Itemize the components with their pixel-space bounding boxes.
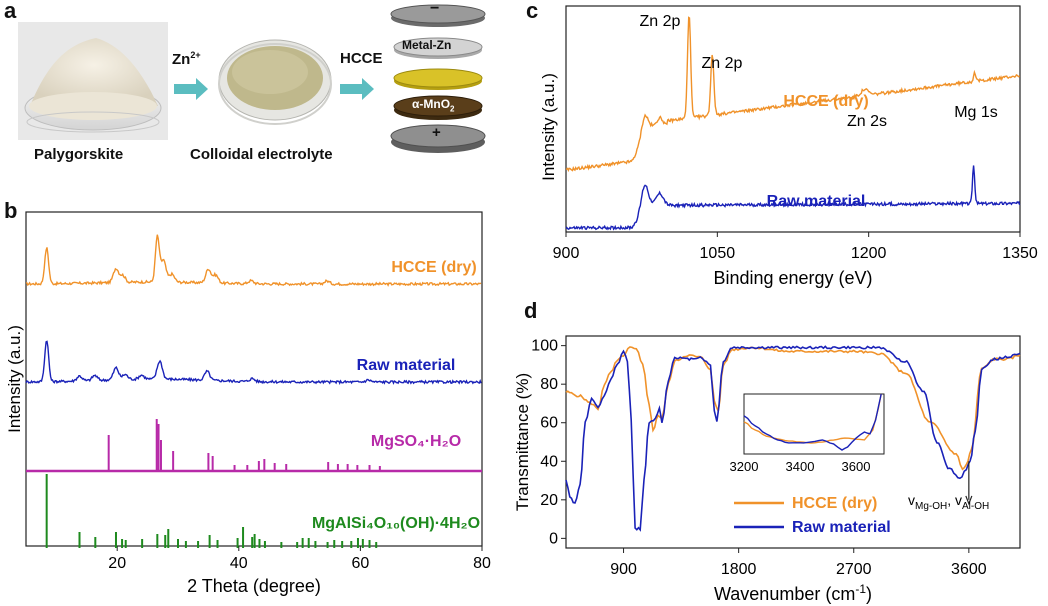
xps-y-axis-title: Intensity (a.u.) (539, 73, 558, 181)
ftir-x-tick-label: 2700 (836, 561, 872, 578)
xps-x-tick-label: 1050 (700, 245, 736, 262)
ftir-x-axis-title: Wavenumber (cm-1) (714, 582, 872, 604)
xrd-chart: 20 40 60 80 2 Theta (degree) Intensity (a.u.)… (5, 211, 491, 596)
ftir-annotation-arrowhead (965, 495, 973, 506)
xrd-palygorskite-ref-label: MgAlSi₄O₁₀(OH)·4H₂O (312, 515, 480, 532)
xrd-x-tick-label: 60 (352, 555, 370, 572)
ftir-annotation-part: Al-OH (962, 501, 989, 512)
ftir-inset-series-line-1 (743, 393, 882, 451)
xps-peak-annotation: Zn 2p (640, 13, 681, 30)
xrd-x-tick-label: 80 (473, 555, 491, 572)
ftir-chart: 900 1800 2700 3600 0 20 40 60 80 100 Wavenumber (c… (513, 335, 1021, 604)
ftir-y-tick-label: 40 (540, 453, 558, 470)
xrd-series-line-0 (26, 234, 482, 287)
negative-terminal-sign: − (430, 0, 440, 17)
xrd-mgso4-label: MgSO₄·H₂O (371, 433, 461, 450)
arrow-to-battery-icon (340, 78, 374, 100)
zn-ion-label: Zn2+ (172, 50, 201, 68)
ftir-y-tick-label: 0 (549, 530, 558, 547)
ftir-x-tick-label: 3600 (951, 561, 987, 578)
ftir-plot-frame (565, 335, 1021, 549)
metal-zn-label: Metal-Zn (402, 38, 452, 52)
xps-raw-material-label: Raw material (767, 193, 866, 210)
ftir-annotation-part: v (908, 492, 915, 508)
xrd-raw-material-label: Raw material (357, 357, 456, 374)
colloidal-electrolyte-label: Colloidal electrolyte (190, 146, 333, 163)
xps-series-line-0 (565, 16, 1021, 173)
ftir-x-tick-label: 900 (610, 561, 637, 578)
xps-x-tick-label: 1350 (1002, 245, 1038, 262)
ftir-inset-series-line-0 (743, 393, 882, 444)
xps-x-tick-label: 1200 (851, 245, 887, 262)
panel-d-letter: d (524, 298, 538, 323)
mno2-label: α-MnO2 (412, 97, 455, 114)
ftir-y-tick-label: 60 (540, 415, 558, 432)
xps-series-line-1 (565, 165, 1021, 231)
xps-plot-frame (565, 5, 1021, 233)
ftir-y-tick-label: 80 (540, 376, 558, 393)
ftir-x-axis-title-main: Wavenumber (cm (714, 584, 855, 604)
palygorskite-label: Palygorskite (34, 146, 124, 163)
ftir-inset-x-tick-label: 3200 (730, 459, 759, 474)
xps-x-tick-label: 900 (553, 245, 580, 262)
xrd-series-line-1 (25, 340, 482, 385)
xrd-y-axis-title: Intensity (a.u.) (5, 325, 24, 433)
ftir-vibration-annotation: vMg-OH, vAl-OH (908, 492, 989, 512)
ftir-y-tick-label: 20 (540, 492, 558, 509)
ftir-x-axis-title-sup: -1 (855, 582, 866, 596)
ftir-series-line-1 (565, 345, 1021, 532)
ftir-y-axis-title: Transmittance (%) (513, 373, 532, 511)
xps-peak-annotation: Mg 1s (954, 104, 998, 121)
ftir-inset-x-tick-label: 3600 (842, 459, 871, 474)
ftir-x-axis-title-end: ) (866, 584, 872, 604)
xps-chart: 900 1050 1200 1350 Binding energy (eV) Intens… (539, 5, 1038, 288)
positive-terminal-sign: + (432, 124, 441, 141)
ftir-annotation-part: , v (947, 492, 962, 508)
panel-c-letter: c (526, 0, 539, 23)
xrd-x-tick-label: 20 (108, 555, 126, 572)
ftir-x-tick-label: 1800 (721, 561, 757, 578)
ftir-inset-x-tick-label: 3400 (786, 459, 815, 474)
xrd-hcce-label: HCCE (dry) (391, 259, 476, 276)
coin-cell-stack-diagram (390, 4, 486, 153)
ftir-inset-frame (743, 393, 885, 455)
xps-peak-annotation: Zn 2s (847, 113, 887, 130)
xps-x-axis-title: Binding energy (eV) (713, 268, 872, 288)
ftir-series-line-0 (565, 346, 1021, 471)
panel-a-letter: a (4, 0, 17, 23)
ftir-y-tick-label: 100 (531, 338, 558, 355)
arrow-to-colloid-icon (174, 78, 208, 100)
xps-hcce-label: HCCE (dry) (783, 93, 868, 110)
ftir-annotation-part: Mg-OH (915, 501, 947, 512)
colloidal-electrolyte-image (218, 39, 332, 125)
xps-peak-annotation: Zn 2p (702, 55, 743, 72)
panel-b-letter: b (4, 198, 18, 223)
xrd-x-tick-label: 40 (230, 555, 248, 572)
xrd-x-axis-title: 2 Theta (degree) (187, 576, 321, 596)
ftir-legend-label: HCCE (dry) (792, 495, 877, 512)
ftir-legend-label: Raw material (792, 519, 891, 536)
hcce-arrow-label: HCCE (340, 50, 383, 67)
palygorskite-powder-image (18, 22, 168, 140)
